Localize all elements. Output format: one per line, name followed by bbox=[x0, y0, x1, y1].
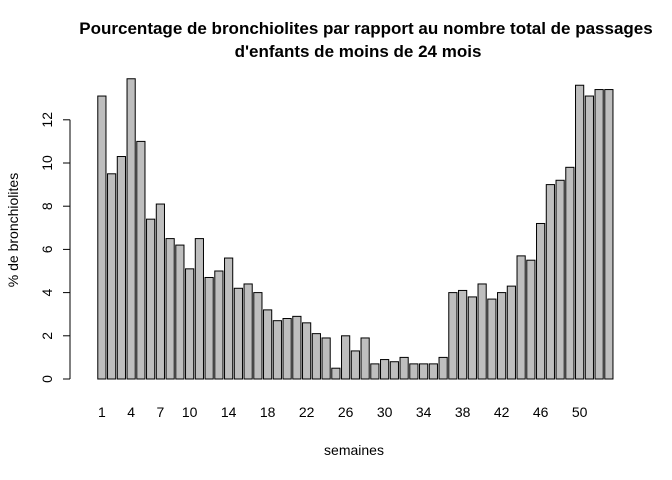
bar-week-23 bbox=[311, 333, 321, 380]
x-tick-label: 30 bbox=[377, 404, 393, 420]
y-tick-label: 6 bbox=[39, 245, 55, 253]
bar-week-36 bbox=[438, 356, 448, 380]
y-tick-label: 10 bbox=[39, 155, 55, 171]
x-tick-label: 18 bbox=[260, 404, 276, 420]
bar-week-17 bbox=[253, 292, 263, 380]
x-tick-label: 42 bbox=[494, 404, 510, 420]
bar-week-42 bbox=[497, 292, 507, 380]
y-tick-label: 8 bbox=[39, 202, 55, 210]
x-tick-label: 38 bbox=[455, 404, 471, 420]
bar-week-3 bbox=[116, 156, 126, 380]
bar-week-43 bbox=[506, 285, 516, 380]
bar-week-10 bbox=[185, 268, 195, 380]
bar-week-53 bbox=[604, 89, 614, 380]
bar-week-48 bbox=[555, 179, 565, 380]
bar-week-6 bbox=[146, 218, 156, 380]
chart-title-line-2: d'enfants de moins de 24 mois bbox=[235, 42, 482, 61]
bar-week-11 bbox=[194, 238, 204, 380]
bar-week-33 bbox=[409, 363, 419, 380]
x-tick-label: 4 bbox=[127, 404, 135, 420]
x-tick-label: 50 bbox=[572, 404, 588, 420]
y-tick-label: 4 bbox=[39, 288, 55, 296]
bar-week-40 bbox=[477, 283, 487, 380]
x-tick-label: 7 bbox=[156, 404, 164, 420]
y-axis: 0 2 4 6 8 10 12 bbox=[39, 112, 71, 383]
x-tick-label: 34 bbox=[416, 404, 432, 420]
bar-week-35 bbox=[428, 363, 438, 380]
bar-week-20 bbox=[282, 318, 292, 380]
y-tick-label: 0 bbox=[39, 375, 55, 383]
bar-week-9 bbox=[175, 244, 185, 380]
chart-title-line-1: Pourcentage de bronchiolites par rapport… bbox=[79, 19, 652, 38]
bar-week-27 bbox=[350, 350, 360, 380]
bar-week-21 bbox=[292, 315, 302, 380]
x-tick-label: 1 bbox=[98, 404, 106, 420]
bar-week-26 bbox=[341, 335, 351, 380]
bar-week-31 bbox=[389, 361, 399, 380]
x-tick-label: 26 bbox=[338, 404, 354, 420]
bar-week-47 bbox=[545, 184, 555, 380]
bar-week-28 bbox=[360, 337, 370, 380]
bar-week-44 bbox=[516, 255, 526, 380]
bar-week-7 bbox=[155, 203, 165, 380]
bar-week-12 bbox=[204, 276, 214, 380]
bar-week-8 bbox=[165, 238, 175, 380]
bar-week-13 bbox=[214, 270, 224, 380]
bar-week-4 bbox=[126, 78, 136, 380]
bar-week-37 bbox=[448, 292, 458, 380]
y-tick-label: 12 bbox=[39, 112, 55, 128]
x-tick-label: 10 bbox=[182, 404, 198, 420]
bar-week-34 bbox=[419, 363, 429, 380]
bar-week-41 bbox=[487, 298, 497, 380]
bar-week-46 bbox=[536, 222, 546, 380]
bar-week-14 bbox=[224, 257, 234, 380]
bar-week-49 bbox=[565, 166, 575, 380]
bar-week-15 bbox=[233, 287, 243, 380]
bar-week-51 bbox=[584, 95, 594, 380]
x-axis-label: semaines bbox=[324, 442, 384, 458]
x-tick-labels: 1 4 7 10 14 18 22 26 30 34 38 42 46 50 bbox=[98, 404, 588, 420]
bar-week-16 bbox=[243, 283, 253, 380]
bar-week-25 bbox=[331, 367, 341, 380]
x-tick-label: 46 bbox=[533, 404, 549, 420]
bar-week-45 bbox=[526, 259, 536, 380]
bar-week-24 bbox=[321, 337, 331, 380]
x-tick-label: 14 bbox=[221, 404, 237, 420]
bar-week-52 bbox=[594, 89, 604, 380]
bars-group bbox=[97, 78, 614, 380]
bar-week-2 bbox=[107, 173, 117, 380]
bar-week-29 bbox=[370, 363, 380, 380]
bar-week-50 bbox=[575, 84, 585, 380]
bar-week-32 bbox=[399, 356, 409, 380]
bar-week-30 bbox=[380, 359, 390, 380]
bar-week-38 bbox=[458, 289, 468, 380]
bar-week-19 bbox=[272, 320, 282, 380]
x-tick-label: 22 bbox=[299, 404, 315, 420]
bar-week-5 bbox=[136, 140, 146, 380]
bar-week-22 bbox=[302, 322, 312, 380]
bar-week-18 bbox=[263, 309, 273, 380]
bar-week-39 bbox=[467, 296, 477, 380]
bar-week-1 bbox=[97, 95, 107, 380]
y-tick-label: 2 bbox=[39, 332, 55, 340]
y-axis-label: % de bronchiolites bbox=[5, 173, 21, 287]
